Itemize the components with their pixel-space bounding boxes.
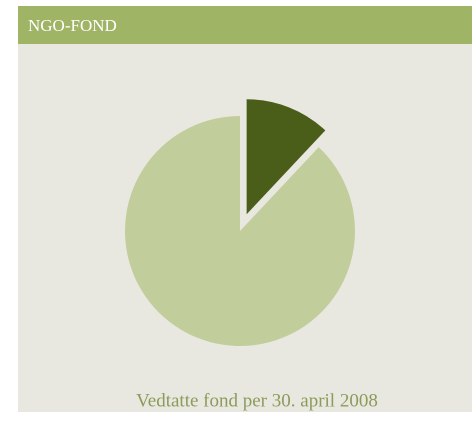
header-title: NGO-FOND [28, 16, 117, 35]
chart-caption: Vedtatte fond per 30. april 2008 [136, 390, 378, 411]
header-bar [18, 6, 472, 44]
pie-slice [125, 116, 356, 346]
pie [125, 99, 356, 346]
pie-slice [246, 99, 326, 215]
